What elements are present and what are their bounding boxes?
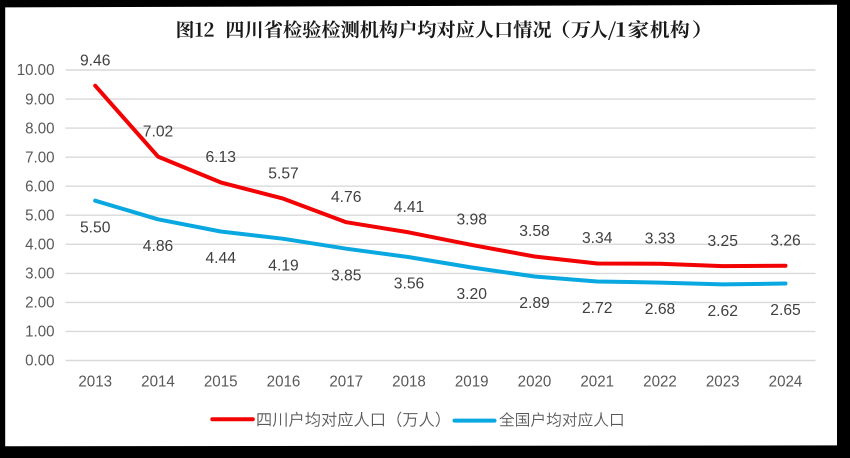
svg-text:3.85: 3.85 bbox=[331, 267, 362, 284]
svg-text:2014: 2014 bbox=[141, 374, 175, 391]
svg-text:0.00: 0.00 bbox=[25, 353, 54, 370]
svg-text:3.56: 3.56 bbox=[394, 276, 425, 293]
svg-text:9.00: 9.00 bbox=[25, 91, 54, 108]
svg-text:2.65: 2.65 bbox=[770, 302, 801, 319]
svg-text:2.72: 2.72 bbox=[582, 300, 613, 317]
svg-text:2021: 2021 bbox=[580, 374, 614, 391]
svg-text:2022: 2022 bbox=[643, 374, 677, 391]
svg-text:7.00: 7.00 bbox=[25, 149, 54, 166]
svg-text:2.89: 2.89 bbox=[519, 295, 550, 312]
svg-text:2.62: 2.62 bbox=[707, 303, 738, 320]
svg-text:6.13: 6.13 bbox=[205, 149, 236, 166]
svg-text:3.00: 3.00 bbox=[25, 266, 54, 283]
svg-text:8.00: 8.00 bbox=[25, 120, 54, 137]
svg-text:4.41: 4.41 bbox=[394, 199, 425, 216]
svg-text:7.02: 7.02 bbox=[143, 123, 174, 140]
svg-text:4.86: 4.86 bbox=[143, 238, 174, 255]
svg-text:3.26: 3.26 bbox=[770, 233, 801, 250]
svg-text:4.76: 4.76 bbox=[331, 189, 362, 206]
svg-text:2017: 2017 bbox=[329, 374, 363, 391]
svg-text:2024: 2024 bbox=[769, 374, 803, 391]
svg-text:6.00: 6.00 bbox=[25, 178, 54, 195]
svg-text:1.00: 1.00 bbox=[25, 324, 54, 341]
svg-text:3.58: 3.58 bbox=[519, 223, 550, 240]
svg-text:2019: 2019 bbox=[455, 374, 489, 391]
svg-text:4.00: 4.00 bbox=[25, 237, 54, 254]
svg-text:3.33: 3.33 bbox=[645, 231, 676, 248]
svg-text:2.00: 2.00 bbox=[25, 295, 54, 312]
svg-text:4.19: 4.19 bbox=[268, 257, 299, 274]
svg-text:5.57: 5.57 bbox=[268, 165, 299, 182]
svg-text:3.34: 3.34 bbox=[582, 230, 613, 247]
svg-text:2016: 2016 bbox=[267, 374, 301, 391]
svg-text:2018: 2018 bbox=[392, 374, 426, 391]
svg-text:2020: 2020 bbox=[518, 374, 552, 391]
svg-text:3.98: 3.98 bbox=[456, 212, 487, 229]
svg-text:2.68: 2.68 bbox=[645, 301, 676, 318]
svg-text:3.25: 3.25 bbox=[707, 233, 738, 250]
svg-text:2015: 2015 bbox=[204, 374, 238, 391]
svg-text:5.50: 5.50 bbox=[80, 219, 111, 236]
svg-text:9.46: 9.46 bbox=[80, 52, 111, 69]
svg-text:4.44: 4.44 bbox=[205, 250, 236, 267]
svg-text:10.00: 10.00 bbox=[17, 62, 55, 79]
svg-text:2023: 2023 bbox=[706, 374, 740, 391]
svg-text:2013: 2013 bbox=[78, 374, 112, 391]
svg-text:5.00: 5.00 bbox=[25, 207, 54, 224]
svg-text:3.20: 3.20 bbox=[456, 286, 487, 303]
